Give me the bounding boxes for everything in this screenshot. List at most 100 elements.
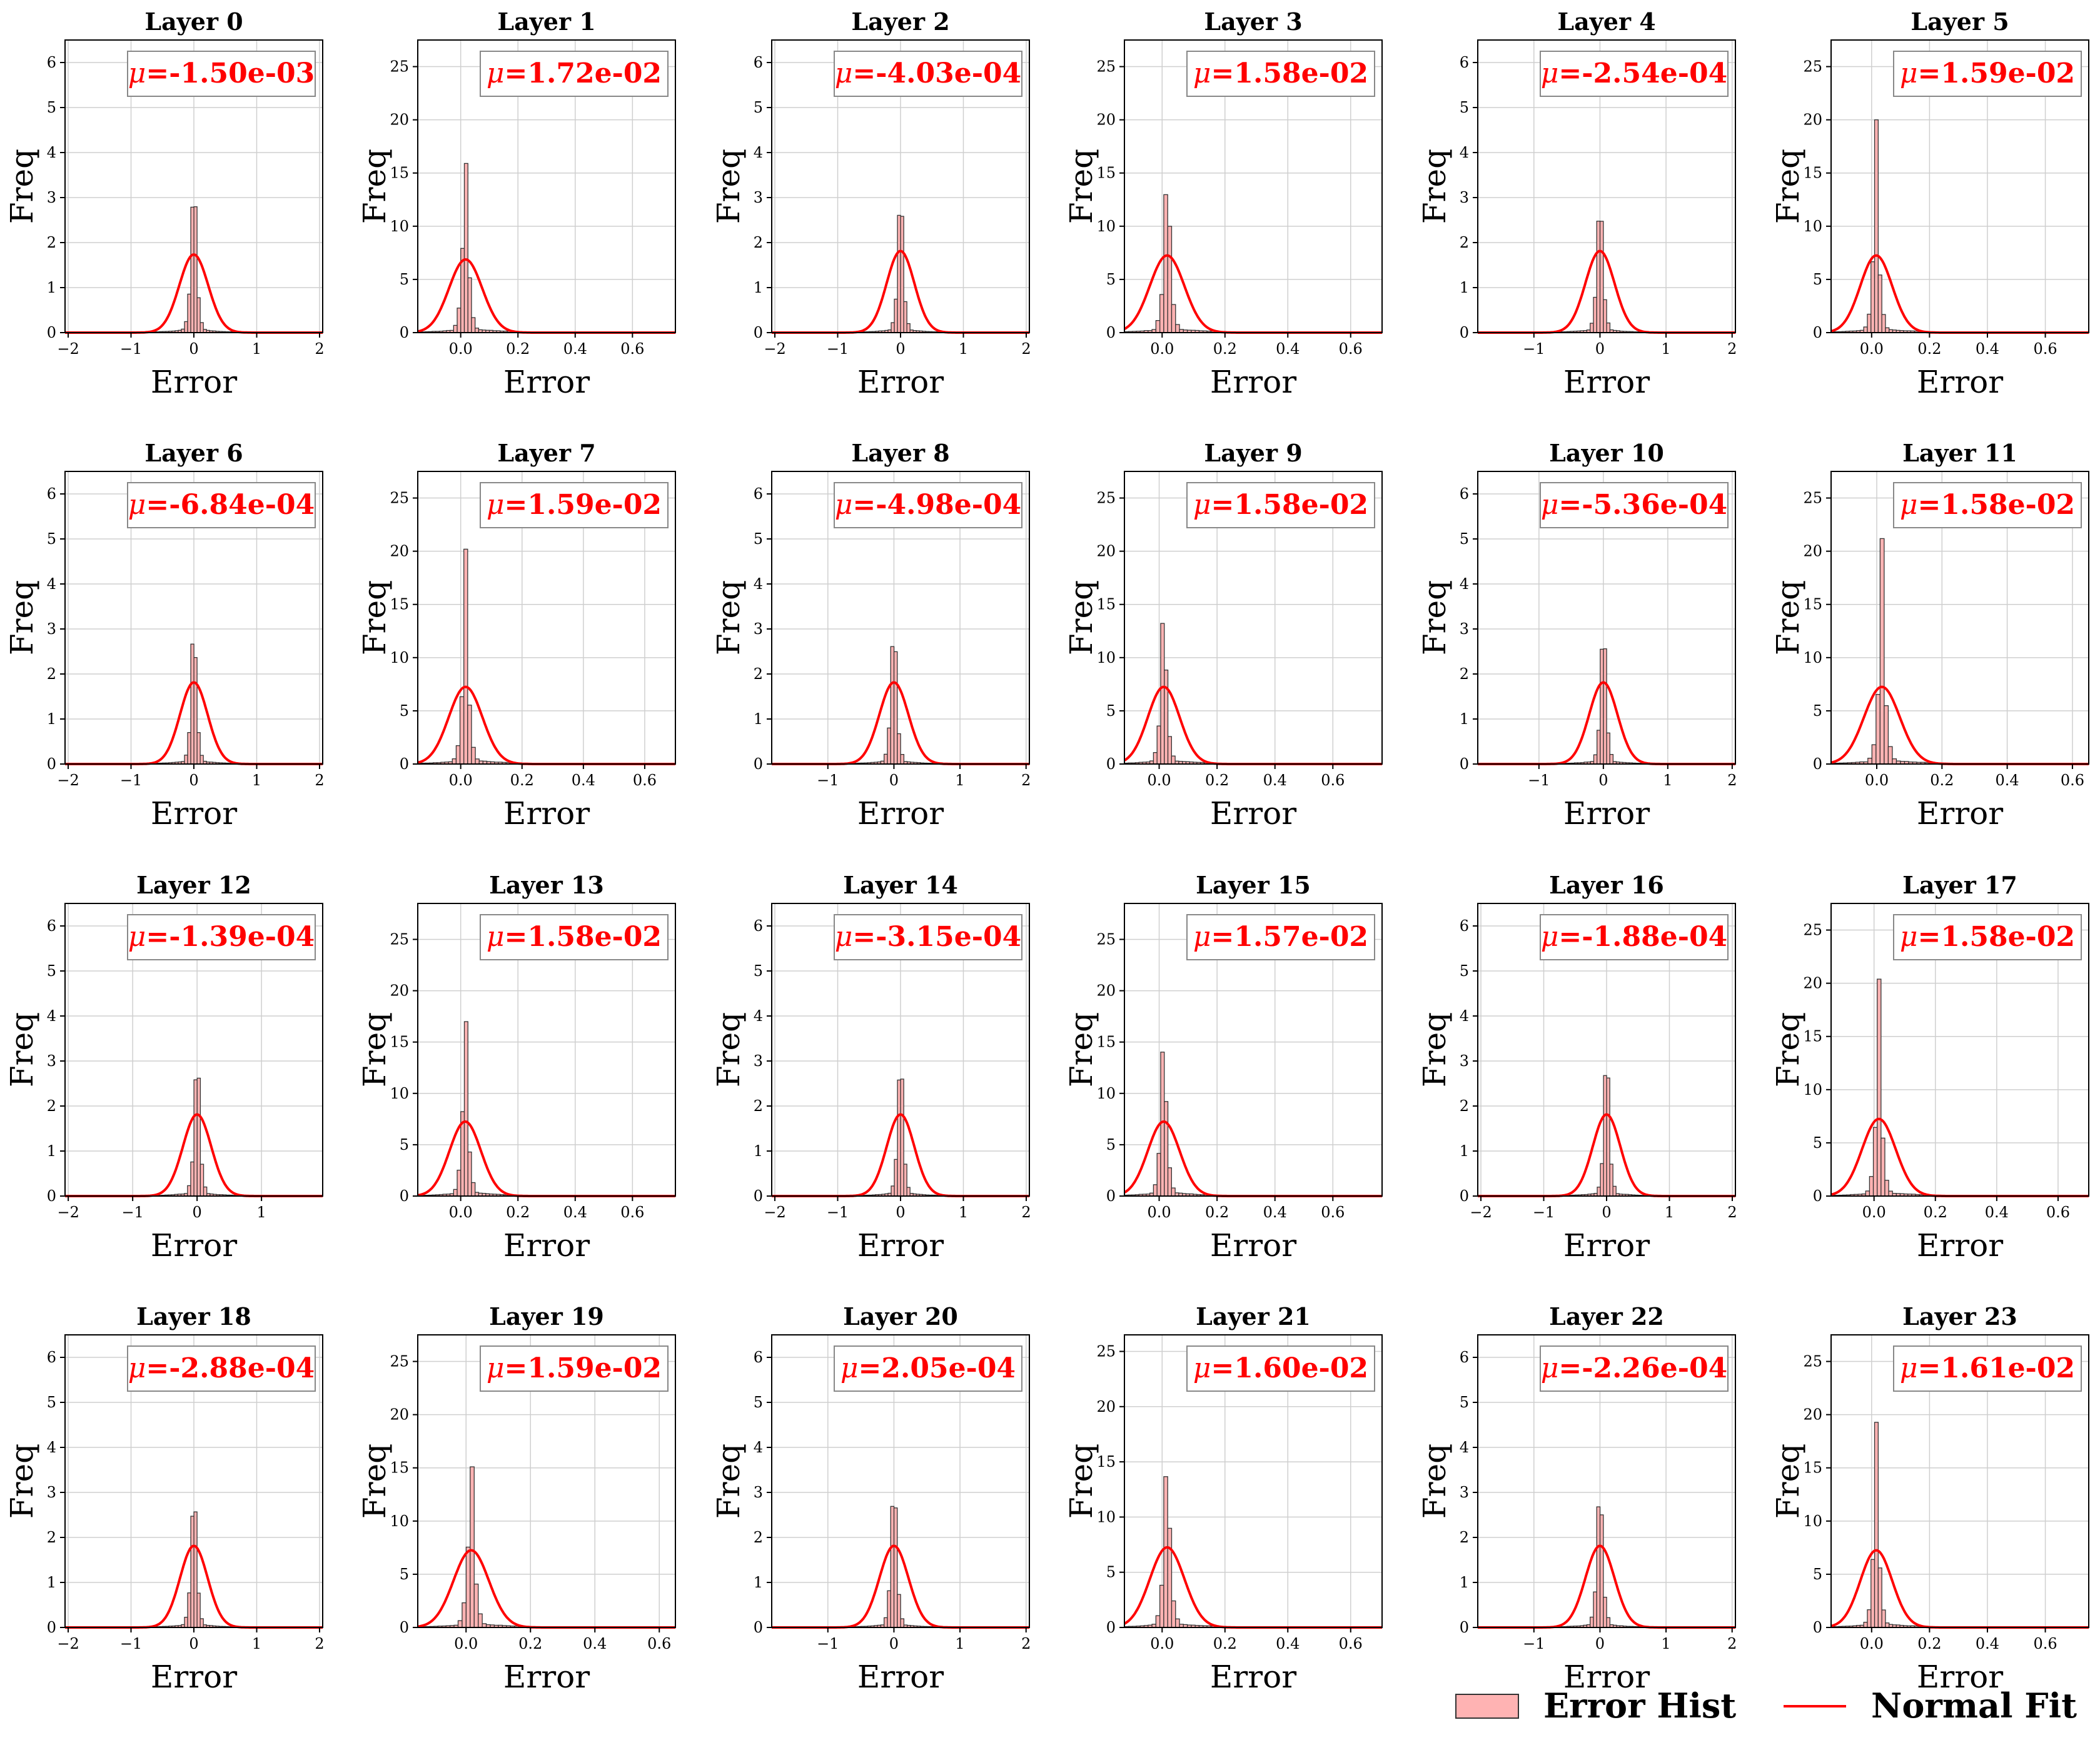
x-tick-label: 0.0 xyxy=(1862,1204,1886,1221)
hist-bar xyxy=(467,1151,472,1197)
x-tick-label: −2 xyxy=(57,772,79,789)
y-axis-label: Freq xyxy=(710,1012,747,1087)
axes-frame xyxy=(771,1334,1030,1628)
hist-bar xyxy=(1887,746,1893,765)
y-tick-label: 1 xyxy=(1460,279,1469,296)
x-tick-label: 0.0 xyxy=(449,340,473,358)
y-tick-label: 10 xyxy=(1803,649,1822,666)
hist-bar xyxy=(1590,1616,1594,1628)
y-tick-label: 10 xyxy=(1096,1508,1116,1526)
y-tick-label: 5 xyxy=(754,530,763,548)
x-axis-label: Error xyxy=(1563,364,1650,400)
x-tick-label: 2 xyxy=(315,1635,324,1652)
x-tick-label: 0.6 xyxy=(647,1635,671,1652)
hist-bar xyxy=(1606,1077,1610,1197)
mu-box xyxy=(1186,1345,1375,1392)
y-axis-label: Freq xyxy=(1416,580,1453,655)
y-tick-label: 5 xyxy=(1106,1564,1116,1581)
x-tick-label: 1 xyxy=(1665,1204,1674,1221)
x-tick-label: 0.0 xyxy=(1860,1635,1884,1652)
panel-layer-11: 0.0 0.2 0.4 0.6 0 5 10 15 20 25 Layer 11 Error Freq μ… xyxy=(1770,439,2089,832)
hist-bars xyxy=(1557,221,1647,333)
y-tick-label: 5 xyxy=(400,271,409,288)
axes-frame xyxy=(64,903,323,1197)
x-tick-label: 0.6 xyxy=(2061,772,2084,789)
x-tick-label: 0.0 xyxy=(1860,340,1884,358)
x-tick-label: 0.6 xyxy=(1339,340,1363,358)
hist-bar xyxy=(1885,327,1890,333)
x-tick-label: 0.4 xyxy=(1263,1204,1287,1221)
y-tick-label: 2 xyxy=(754,1097,763,1115)
y-axis-label: Freq xyxy=(356,1444,393,1519)
hist-bar xyxy=(463,548,468,765)
hist-bar xyxy=(1597,1187,1601,1197)
panel-layer-6: −2 −1 0 1 2 0 1 2 3 4 5 6 Layer 6 Error Freq μ=-6.84e-0… xyxy=(4,439,325,832)
y-tick-label: 25 xyxy=(390,490,409,507)
y-tick-label: 6 xyxy=(47,485,56,503)
hist-bar xyxy=(897,214,901,333)
hist-bar xyxy=(184,321,188,333)
hist-bar xyxy=(1175,324,1180,333)
y-tick-label: 4 xyxy=(754,144,763,161)
hist-bar xyxy=(1871,744,1877,765)
y-tick-label: 4 xyxy=(47,575,56,593)
hist-bars xyxy=(149,643,239,765)
y-axis-label: Freq xyxy=(4,1012,40,1087)
panel-layer-17: 0.0 0.2 0.4 0.6 0 5 10 15 20 25 Layer 17 Error Freq μ… xyxy=(1770,871,2089,1264)
mu-annotation: μ=-5.36e-04 xyxy=(1540,482,1729,528)
x-tick-label: −1 xyxy=(120,1635,142,1652)
x-tick-label: 0 xyxy=(889,1635,899,1652)
y-tick-label: 0 xyxy=(1460,324,1469,341)
y-tick-label: 5 xyxy=(1460,1394,1469,1411)
mu-value: μ=1.58e-02 xyxy=(1193,489,1368,521)
y-tick-label: 4 xyxy=(47,144,56,161)
x-axis-label: Error xyxy=(857,795,944,832)
mu-value: μ=-5.36e-04 xyxy=(1541,489,1727,521)
hist-bar xyxy=(1159,1584,1164,1628)
y-axis-label: Freq xyxy=(1770,149,1806,224)
hist-bar xyxy=(463,1021,468,1197)
y-tick-label: 15 xyxy=(1096,1453,1116,1471)
mu-value: μ=-3.15e-04 xyxy=(835,921,1021,953)
mu-box xyxy=(127,1345,316,1392)
hist-bar xyxy=(1879,538,1885,765)
hist-bar xyxy=(1167,1527,1173,1628)
hist-bars xyxy=(1561,648,1649,765)
hist-bar xyxy=(887,727,891,765)
x-tick-label: 0.0 xyxy=(1147,772,1171,789)
y-tick-label: 5 xyxy=(1813,1566,1822,1583)
legend-hist-label: Error Hist xyxy=(1543,1686,1736,1726)
y-tick-label: 5 xyxy=(400,1136,409,1154)
panel-title: Layer 5 xyxy=(1911,8,2009,36)
x-tick-label: −2 xyxy=(1470,1204,1492,1221)
x-tick-label: 2 xyxy=(1727,1635,1737,1652)
mu-annotation: μ=1.60e-02 xyxy=(1186,1345,1375,1392)
hist-bar xyxy=(1160,623,1165,765)
y-tick-label: 3 xyxy=(754,189,763,206)
y-tick-label: 15 xyxy=(1096,596,1116,613)
hist-bar xyxy=(884,1617,888,1628)
hist-bar xyxy=(1892,758,1897,765)
x-tick-label: 0.4 xyxy=(1263,772,1287,789)
x-tick-label: 0.6 xyxy=(620,1204,644,1221)
normal-fit-line xyxy=(1830,685,2089,765)
hist-bar xyxy=(884,753,888,765)
y-tick-label: 10 xyxy=(390,649,409,666)
x-tick-label: 1 xyxy=(1661,340,1670,358)
hist-bar xyxy=(891,1185,895,1197)
mu-annotation: μ=1.58e-02 xyxy=(1893,482,2082,528)
hist-bars xyxy=(847,646,941,765)
y-tick-label: 0 xyxy=(400,1187,409,1205)
mu-value: μ=-1.50e-03 xyxy=(128,58,315,89)
mu-annotation: μ=-2.54e-04 xyxy=(1540,51,1729,97)
x-tick-label: 0.2 xyxy=(518,1635,542,1652)
mu-annotation: μ=1.58e-02 xyxy=(1186,51,1375,97)
y-tick-label: 5 xyxy=(1460,530,1469,548)
y-axis-label: Freq xyxy=(1063,580,1099,655)
mu-box xyxy=(1540,51,1729,97)
panel-layer-14: −2 −1 0 1 2 0 1 2 3 4 5 6 Layer 14 Error Freq μ=-3.15e-… xyxy=(710,871,1031,1264)
y-tick-label: 0 xyxy=(400,755,409,773)
hist-bar xyxy=(184,1616,188,1628)
axes-frame xyxy=(1124,903,1383,1197)
x-tick-label: 1 xyxy=(257,1204,266,1221)
